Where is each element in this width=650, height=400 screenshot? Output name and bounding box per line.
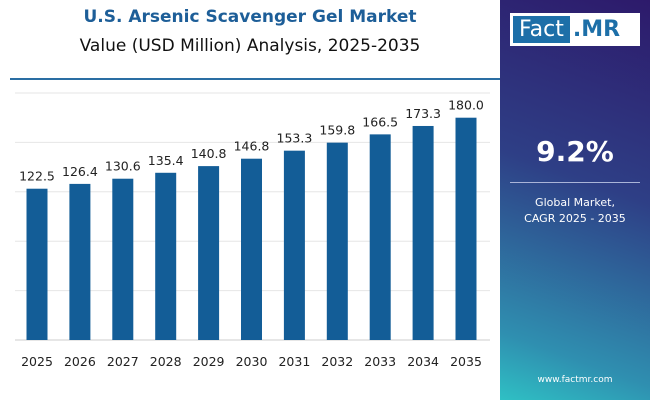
side-panel: Fact .MR 9.2% Global Market, CAGR 2025 - 2…: [500, 0, 650, 400]
x-tick-label: 2025: [21, 354, 53, 369]
x-tick-label: 2032: [321, 354, 353, 369]
bar: [326, 142, 348, 340]
logo-part2: .MR: [572, 17, 621, 42]
data-label: 146.8: [234, 139, 270, 154]
data-label: 140.8: [191, 146, 227, 161]
bar: [455, 117, 477, 340]
bar: [198, 166, 220, 340]
x-tick-label: 2031: [278, 354, 310, 369]
cagr-value: 9.2%: [536, 135, 614, 168]
bar: [241, 158, 262, 340]
bar: [155, 172, 177, 340]
data-label: 126.4: [62, 164, 98, 179]
data-label: 173.3: [405, 106, 441, 121]
factmr-logo: Fact .MR: [510, 13, 640, 46]
x-tick-label: 2026: [64, 354, 96, 369]
bar: [112, 178, 134, 340]
panel-divider: [510, 182, 640, 183]
data-label: 135.4: [148, 153, 184, 168]
bar: [69, 183, 91, 340]
cagr-label-line2: CAGR 2025 - 2035: [524, 212, 626, 225]
data-label: 130.6: [105, 159, 141, 174]
bar-chart: 122.5 2025 126.4 2026 130.6 2027 135.4 2028 140.…: [15, 92, 490, 369]
data-label: 122.5: [19, 169, 55, 184]
website-link[interactable]: www.factmr.com: [537, 375, 613, 385]
logo-part1: Fact: [513, 16, 570, 43]
chart-subtitle: Value (USD Million) Analysis, 2025-2035: [79, 36, 421, 56]
cagr-label: Global Market, CAGR 2025 - 2035: [500, 195, 650, 227]
x-tick-label: 2030: [236, 354, 268, 369]
data-label: 166.5: [362, 114, 398, 129]
data-label: 180.0: [448, 98, 484, 113]
bar: [283, 150, 305, 340]
x-tick-label: 2033: [364, 354, 396, 369]
cagr-label-line1: Global Market,: [535, 196, 615, 209]
bar: [369, 134, 391, 340]
data-label: 159.8: [319, 123, 355, 138]
x-tick-label: 2028: [150, 354, 182, 369]
bar: [26, 188, 48, 340]
bar: [412, 125, 434, 340]
data-label: 153.3: [277, 131, 313, 146]
chart-title: U.S. Arsenic Scavenger Gel Market: [83, 7, 417, 27]
x-tick-label: 2029: [193, 354, 225, 369]
x-tick-label: 2035: [450, 354, 482, 369]
title-divider: [10, 78, 505, 80]
x-tick-label: 2027: [107, 354, 139, 369]
x-tick-label: 2034: [407, 354, 439, 369]
